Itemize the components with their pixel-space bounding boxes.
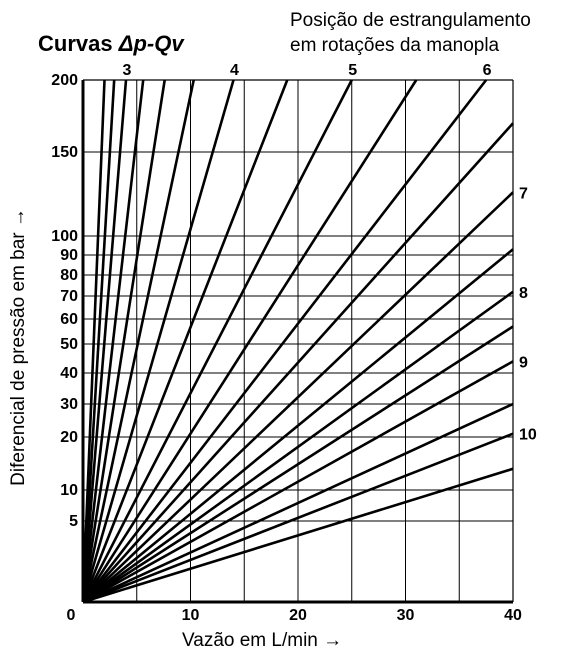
chart-subtitle: Posição de estrangulamento em rotações d… [290, 8, 531, 58]
y-tick-label: 60 [60, 311, 78, 328]
series-line [81, 79, 235, 603]
y-axis-label: Diferencial de pressão em bar → [8, 208, 29, 486]
series-line [82, 360, 514, 604]
curve-labels: 3 4 5 6 7 8 9 10 [123, 62, 537, 444]
axes [81, 80, 513, 604]
tick-labels: 5 10 20 30 40 50 60 70 80 90 100 150 200 10 20 30 40 0 [51, 72, 522, 624]
series-line [82, 325, 514, 604]
series-line [81, 79, 195, 603]
curve-label: 8 [519, 285, 528, 302]
x-tick-label: 20 [289, 607, 307, 624]
y-tick-label: 90 [60, 247, 78, 264]
x-tick-label: 40 [504, 607, 522, 624]
y-tick-label: 30 [60, 396, 78, 413]
series-line [81, 79, 166, 603]
x-tick-label: 10 [182, 607, 200, 624]
series-line [81, 79, 145, 603]
y-tick-label: 80 [60, 267, 78, 284]
curve-label: 10 [519, 427, 537, 444]
series-line [82, 122, 514, 603]
chart-title-prefix: Curvas [38, 31, 119, 56]
chart-title-formula: Δp-Qv [118, 31, 184, 56]
curve-label: 4 [230, 62, 239, 79]
series-line [81, 79, 353, 603]
curve-label: 9 [519, 354, 528, 371]
series-line [81, 79, 128, 603]
y-tick-label: 200 [51, 72, 78, 89]
curve-label: 3 [123, 62, 132, 79]
subtitle-line-1: Posição de estrangulamento [290, 10, 531, 31]
x-axis-label: Vazão em L/min → [182, 630, 343, 651]
series-line [82, 402, 514, 604]
series-line [82, 467, 514, 604]
series-line [81, 79, 289, 603]
y-tick-label: 10 [60, 482, 78, 499]
series-line [82, 191, 514, 603]
series-line [81, 79, 106, 603]
series-line [81, 79, 418, 603]
series-line [82, 290, 514, 604]
y-tick-label: 50 [60, 336, 78, 353]
y-tick-label: 70 [60, 288, 78, 305]
series-line [81, 79, 116, 603]
subtitle-line-2: em rotações da manopla [290, 35, 500, 56]
curves [81, 79, 514, 604]
y-tick-label: 150 [51, 144, 78, 161]
origin-label: 0 [67, 607, 76, 624]
series-line [81, 79, 488, 603]
curve-label: 6 [483, 62, 492, 79]
chart-title: Curvas Δp-Qv [38, 31, 184, 57]
x-tick-label: 30 [397, 607, 415, 624]
y-tick-label: 40 [60, 365, 78, 382]
curve-label: 5 [348, 62, 357, 79]
series-line [82, 248, 514, 604]
y-tick-label: 100 [51, 228, 78, 245]
y-tick-label: 5 [69, 513, 78, 530]
y-tick-label: 20 [60, 429, 78, 446]
series-line [82, 432, 514, 604]
curve-label: 7 [519, 185, 528, 202]
